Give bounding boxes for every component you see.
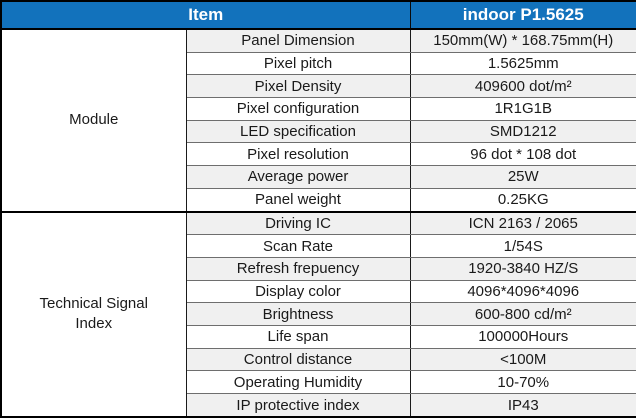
table-header: Item indoor P1.5625 xyxy=(0,0,636,30)
table-row: Life span 100000Hours xyxy=(1,325,636,349)
table-row: Scan Rate 1/54S xyxy=(1,234,636,259)
property-cell: Life span xyxy=(185,325,411,349)
header-product-cell: indoor P1.5625 xyxy=(409,0,636,30)
property-cell: Brightness xyxy=(185,302,411,327)
property-cell: Operating Humidity xyxy=(185,370,411,395)
property-cell: Average power xyxy=(185,165,411,189)
table-row: LED specification SMD1212 xyxy=(1,119,636,144)
header-row: Item indoor P1.5625 xyxy=(0,0,636,30)
table-row: Display color 4096*4096*4096 xyxy=(1,279,636,304)
table-row: Pixel resolution 96 dot * 108 dot xyxy=(1,142,636,167)
property-cell: Scan Rate xyxy=(185,234,411,259)
value-cell: 100000Hours xyxy=(409,325,636,349)
table-row: IP protective index IP43 xyxy=(1,393,636,418)
property-cell: Panel weight xyxy=(185,187,411,213)
section-label-module: Module xyxy=(0,28,187,213)
section-label-text: Module xyxy=(69,111,119,129)
section-label-technical-signal-index: Technical Signal Index xyxy=(0,210,187,418)
property-cell: Panel Dimension xyxy=(185,28,411,53)
table-row: Operating Humidity 10-70% xyxy=(1,370,636,395)
property-cell: Pixel configuration xyxy=(185,97,411,121)
property-cell: Pixel Density xyxy=(185,74,411,99)
value-cell: ICN 2163 / 2065 xyxy=(409,210,636,236)
property-cell: Refresh frepuency xyxy=(185,257,411,281)
table-row: Pixel pitch 1.5625mm xyxy=(1,51,636,76)
section-module: Module Panel Dimension 150mm(W) * 168.75… xyxy=(0,28,636,213)
value-cell: 1/54S xyxy=(409,234,636,259)
table-row: Panel weight 0.25KG xyxy=(1,187,636,213)
property-cell: Pixel resolution xyxy=(185,142,411,167)
property-cell: Control distance xyxy=(185,347,411,372)
table-row: Pixel Density 409600 dot/m² xyxy=(1,74,636,99)
header-item-cell: Item xyxy=(0,0,411,30)
value-cell: SMD1212 xyxy=(409,119,636,144)
table-row: Module Panel Dimension 150mm(W) * 168.75… xyxy=(0,28,636,213)
value-cell: 1R1G1B xyxy=(409,97,636,121)
section-technical-signal-index: Technical Signal Index Driving IC ICN 21… xyxy=(0,210,636,418)
value-cell: <100M xyxy=(409,347,636,372)
value-cell: 409600 dot/m² xyxy=(409,74,636,99)
table-row: Brightness 600-800 cd/m² xyxy=(1,302,636,327)
value-cell: 1920-3840 HZ/S xyxy=(409,257,636,281)
value-cell: 1.5625mm xyxy=(409,51,636,76)
property-cell: Driving IC xyxy=(185,210,411,236)
section-label-text: Technical Signal Index xyxy=(39,295,148,333)
table-row: Refresh frepuency 1920-3840 HZ/S xyxy=(1,257,636,281)
property-cell: Pixel pitch xyxy=(185,51,411,76)
value-cell: IP43 xyxy=(409,393,636,418)
value-cell: 96 dot * 108 dot xyxy=(409,142,636,167)
property-cell: LED specification xyxy=(185,119,411,144)
table-row: Pixel configuration 1R1G1B xyxy=(1,97,636,121)
value-cell: 10-70% xyxy=(409,370,636,395)
value-cell: 4096*4096*4096 xyxy=(409,279,636,304)
table-row: Control distance <100M xyxy=(1,347,636,372)
value-cell: 150mm(W) * 168.75mm(H) xyxy=(409,28,636,53)
table-row: Technical Signal Index Driving IC ICN 21… xyxy=(0,210,636,418)
property-cell: IP protective index xyxy=(185,393,411,418)
value-cell: 600-800 cd/m² xyxy=(409,302,636,327)
value-cell: 0.25KG xyxy=(409,187,636,213)
value-cell: 25W xyxy=(409,165,636,189)
property-cell: Display color xyxy=(185,279,411,304)
